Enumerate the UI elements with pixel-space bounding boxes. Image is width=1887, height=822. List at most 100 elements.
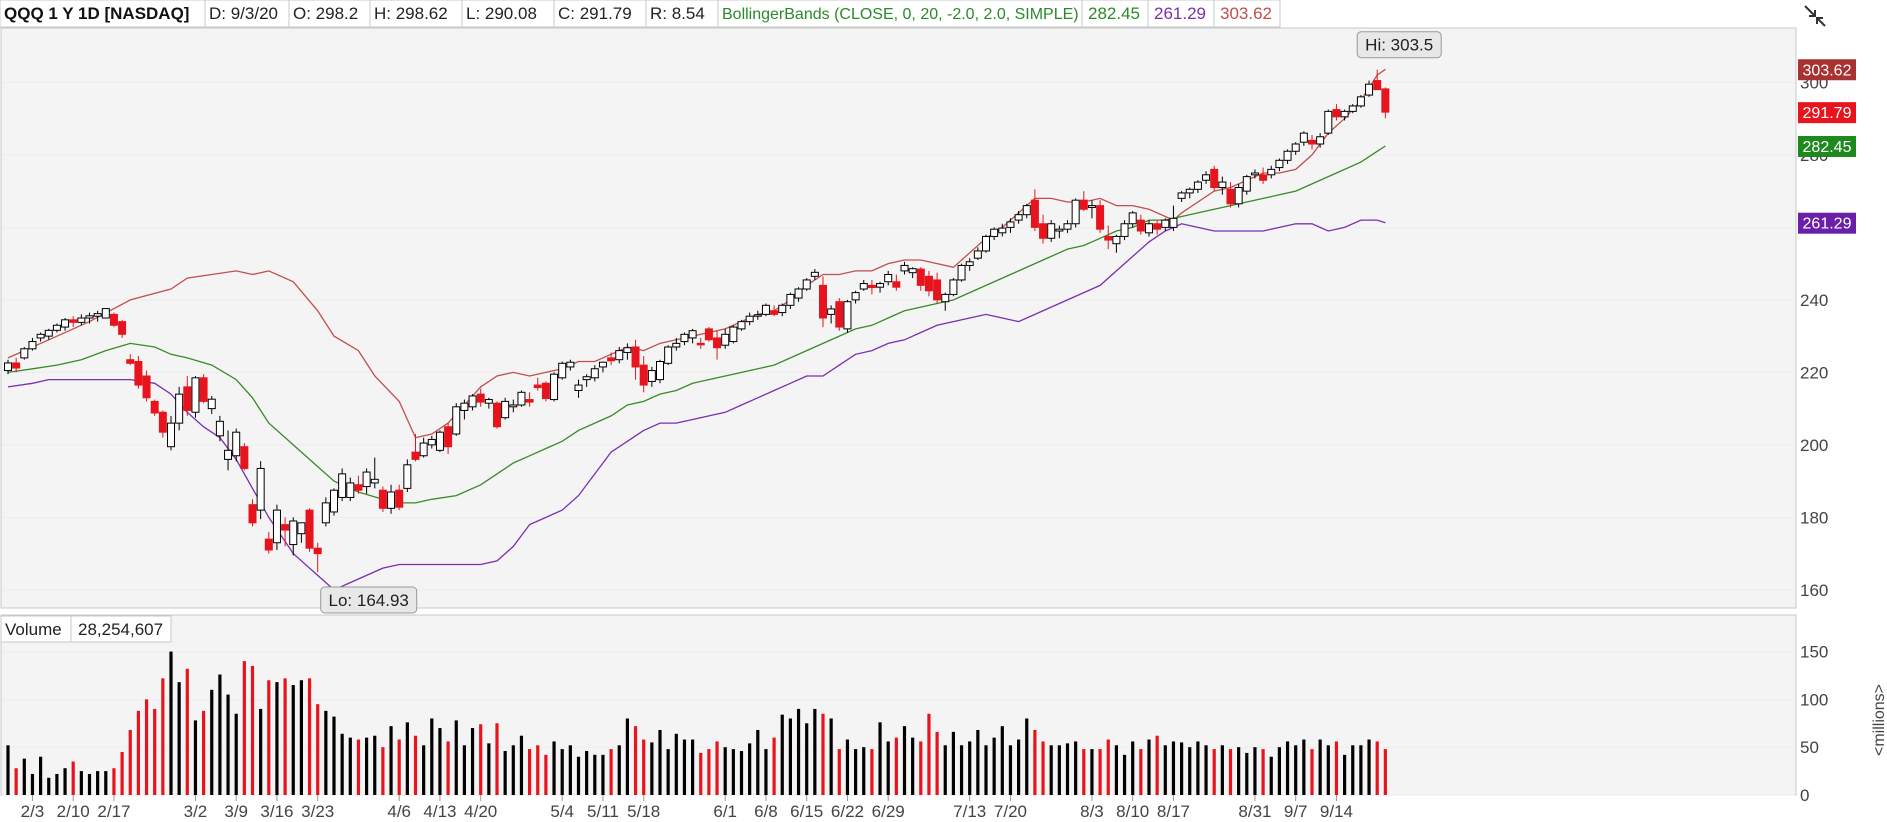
candle-body [598,361,607,368]
volume-bar [96,771,100,795]
candle-body [289,520,298,546]
candle [215,415,224,442]
candle-body [876,283,885,288]
candle [525,392,534,407]
candle [1324,109,1333,135]
candle-body [908,268,917,274]
candle [354,475,363,494]
price-tag-mid-text: 282.45 [1803,139,1852,156]
candle [142,370,151,402]
volume-bar [250,665,255,795]
candle-body [1112,235,1121,245]
candle [647,366,656,387]
volume-bar [943,745,947,795]
volume-bar [764,749,768,795]
price-tick-label: 180 [1800,508,1828,527]
volume-bar [911,737,915,795]
date-tick-label: 3/16 [260,802,293,821]
collapse-arrows-icon[interactable] [1804,5,1826,27]
volume-bar [748,743,752,795]
candle [729,325,738,344]
candle-body [1218,181,1227,188]
candle [427,435,436,449]
symbol-label[interactable]: QQQ 1 Y 1D [NASDAQ] [4,4,189,23]
candle-body [1153,223,1162,230]
candle-body [101,308,110,319]
volume-bar [1139,749,1143,795]
candle-body [1242,176,1251,192]
candle [1169,205,1178,231]
date-tick-label: 4/6 [387,802,411,821]
volume-header: Volume 28,254,607 [0,615,172,643]
candle [672,337,681,351]
date-tick-label: 6/29 [872,802,905,821]
candle [876,281,885,293]
volume-bar [153,708,157,795]
candle-body [884,274,893,283]
volume-bar [796,708,801,795]
volume-bar [1171,741,1176,795]
candle [468,394,477,411]
candle-body [590,368,599,379]
volume-bar [1310,749,1314,795]
volume-bar [951,731,955,795]
candle-body [12,362,21,369]
candle-body [109,313,118,326]
candle [745,312,754,326]
chart-header: QQQ 1 Y 1D [NASDAQ] D: 9/3/20 O: 298.2 H… [0,0,1281,28]
candle [656,359,664,384]
volume-bar [47,777,51,795]
price-tags: 303.62 291.79 282.45 261.29 [1798,59,1856,234]
candle [1226,182,1235,208]
candle-body [77,317,86,323]
volume-bar [267,680,271,795]
candle-body [794,288,803,299]
candle-body [232,431,241,457]
candle-body [1177,192,1186,199]
candle-body [183,386,192,411]
volume-bar [503,751,507,795]
candle-body [664,346,673,364]
date-tick-label: 2/17 [97,802,130,821]
candle-body [167,422,175,448]
candle-body [753,314,762,317]
candle-body [680,333,689,343]
volume-bar [927,713,931,795]
candle-body [827,308,836,315]
candle [1022,203,1031,219]
candle-body [1014,214,1023,221]
candle [770,305,779,317]
range-readout: R: 8.54 [650,4,705,23]
candle [411,434,420,462]
candle-body [656,361,664,381]
volume-bar [185,668,189,795]
price-panel[interactable] [0,27,1797,609]
volume-bar [854,749,858,795]
candle-body [525,399,534,403]
date-tick-label: 5/18 [627,802,660,821]
candle [1153,220,1162,235]
study-label[interactable]: BollingerBands (CLOSE, 0, 20, -2.0, 2.0,… [722,6,1079,23]
volume-bar [625,718,629,795]
volume-bar [682,739,687,795]
candle [444,423,453,454]
candle [1071,198,1080,228]
volume-bar [1106,739,1110,795]
candle [794,287,803,302]
volume-bar [723,747,727,795]
candle [1112,234,1121,253]
candle [484,397,493,409]
volume-value: 28,254,607 [78,620,163,639]
candle-body [36,333,45,339]
candle [990,227,999,241]
candle [835,298,844,331]
volume-bar [772,737,776,795]
candle-body [1356,96,1365,107]
volume-bar [699,752,703,795]
candle [1055,225,1064,239]
candle-body [761,304,770,315]
volume-bar [976,729,980,795]
candle [158,410,167,438]
candle [232,428,241,462]
